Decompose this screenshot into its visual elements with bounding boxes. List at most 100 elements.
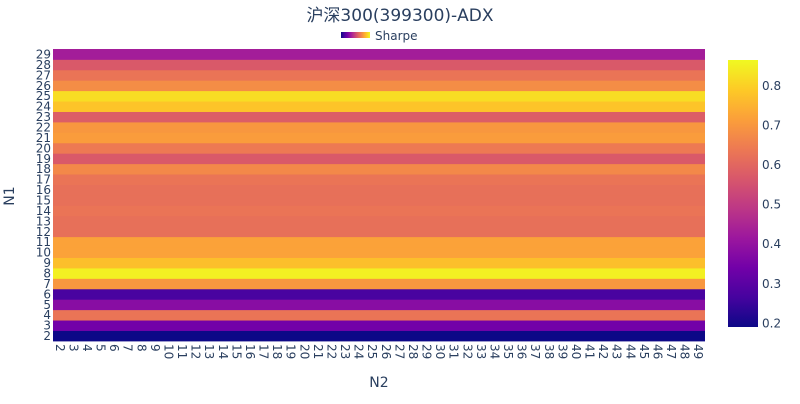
x-tick-label: 8 xyxy=(134,344,148,352)
y-tick-label: 28 xyxy=(36,58,51,72)
chart-title: 沪深300(399300)-ADX xyxy=(306,6,493,26)
x-tick-label: 13 xyxy=(202,344,216,359)
colorbar-tick-label: 0.6 xyxy=(762,158,781,172)
heatmap-row-22 xyxy=(53,122,705,133)
y-tick-label: 22 xyxy=(36,121,51,135)
heatmap-row-10 xyxy=(53,247,705,258)
x-tick-label: 19 xyxy=(284,344,298,359)
heatmap-row-9 xyxy=(53,257,705,269)
heatmap-row-11 xyxy=(53,236,705,248)
heatmap-row-13 xyxy=(53,215,705,227)
x-tick-label: 37 xyxy=(528,344,542,359)
legend-label: Sharpe xyxy=(375,29,418,43)
x-tick-label: 26 xyxy=(379,344,393,359)
x-tick-label: 20 xyxy=(297,344,311,359)
heatmap-row-8 xyxy=(53,268,705,279)
y-tick-label: 8 xyxy=(43,267,51,281)
x-tick-label: 6 xyxy=(107,344,121,352)
y-tick-label: 5 xyxy=(43,298,51,312)
heatmap-row-12 xyxy=(53,226,705,238)
y-tick-label: 23 xyxy=(36,110,51,124)
x-tick-label: 40 xyxy=(569,344,583,359)
x-tick-label: 43 xyxy=(610,344,624,359)
y-tick-label: 19 xyxy=(36,152,51,166)
x-axis-label: N2 xyxy=(369,375,388,391)
heatmap-row-17 xyxy=(53,174,705,185)
y-tick-label: 13 xyxy=(36,214,51,228)
y-tick-label: 27 xyxy=(36,68,51,82)
heatmap-row-5 xyxy=(53,299,705,311)
x-tick-label: 42 xyxy=(596,344,610,359)
x-tick-label: 34 xyxy=(488,344,502,359)
heatmap-row-18 xyxy=(53,163,705,175)
x-tick-label: 4 xyxy=(80,344,94,352)
x-tick-label: 23 xyxy=(338,344,352,359)
x-tick-label: 49 xyxy=(691,344,705,359)
heatmap-row-23 xyxy=(53,111,705,123)
heatmap-row-14 xyxy=(53,205,705,217)
y-tick-label: 6 xyxy=(43,287,51,301)
x-tick-label: 31 xyxy=(447,344,461,359)
colorbar-tick-label: 0.5 xyxy=(762,198,781,212)
x-tick-label: 17 xyxy=(257,344,271,359)
y-tick-label: 24 xyxy=(36,100,51,114)
x-tick-label: 41 xyxy=(583,344,597,359)
colorbar-tick-label: 0.7 xyxy=(762,119,781,133)
colorbar: 0.2 0.3 0.4 0.5 0.6 0.7 0.8 xyxy=(728,60,781,330)
x-tick-label: 36 xyxy=(515,344,529,359)
heatmap-row-27 xyxy=(53,69,705,81)
colorbar-tick-label: 0.4 xyxy=(762,237,781,251)
y-tick-label: 20 xyxy=(36,141,51,155)
heatmap-row-29 xyxy=(53,49,705,60)
x-tick-label: 21 xyxy=(311,344,325,359)
heatmap-row-3 xyxy=(53,320,705,331)
heatmap-row-16 xyxy=(53,184,705,196)
colorbar-gradient xyxy=(728,60,758,327)
heatmap-row-19 xyxy=(53,153,705,165)
y-tick-label: 21 xyxy=(36,131,51,145)
y-tick-label: 9 xyxy=(43,256,51,270)
x-tick-label: 10 xyxy=(162,344,176,359)
x-tick-label: 9 xyxy=(148,344,162,352)
x-tick-label: 27 xyxy=(392,344,406,359)
x-tick-label: 14 xyxy=(216,344,230,359)
heatmap-row-15 xyxy=(53,195,705,206)
x-tick-label: 45 xyxy=(637,344,651,359)
legend-swatch xyxy=(341,32,370,38)
y-tick-label: 2 xyxy=(43,329,51,343)
x-tick-label: 29 xyxy=(420,344,434,359)
heatmap-cells xyxy=(53,49,705,342)
y-tick-label: 4 xyxy=(43,308,51,322)
x-tick-label: 22 xyxy=(325,344,339,359)
x-axis-ticks: 2 3 4 5 6 7 8 9 10 11 12 13 14 15 16 17 18 19 20 21 22 23 24 25… xyxy=(53,344,705,359)
heatmap-row-4 xyxy=(53,309,705,321)
x-tick-label: 16 xyxy=(243,344,257,359)
heatmap-row-20 xyxy=(53,142,705,154)
legend[interactable]: Sharpe xyxy=(341,29,418,43)
y-tick-label: 15 xyxy=(36,194,51,208)
x-tick-label: 7 xyxy=(121,344,135,352)
heatmap-row-6 xyxy=(53,288,705,300)
x-tick-label: 32 xyxy=(460,344,474,359)
x-tick-label: 47 xyxy=(664,344,678,359)
x-tick-label: 35 xyxy=(501,344,515,359)
x-tick-label: 46 xyxy=(651,344,665,359)
colorbar-tick-label: 0.3 xyxy=(762,277,781,291)
x-tick-label: 25 xyxy=(365,344,379,359)
heatmap-row-2 xyxy=(53,330,705,342)
x-tick-label: 18 xyxy=(270,344,284,359)
heatmap-row-25 xyxy=(53,90,705,102)
y-tick-label: 26 xyxy=(36,79,51,93)
y-tick-label: 14 xyxy=(36,204,51,218)
x-tick-label: 39 xyxy=(555,344,569,359)
x-tick-label: 44 xyxy=(623,344,637,359)
y-tick-label: 17 xyxy=(36,173,51,187)
y-tick-label: 7 xyxy=(43,277,51,291)
colorbar-tick-label: 0.8 xyxy=(762,79,781,93)
y-tick-label: 11 xyxy=(36,235,51,249)
colorbar-tick-label: 0.2 xyxy=(762,316,781,330)
x-tick-label: 3 xyxy=(66,344,80,352)
x-tick-label: 24 xyxy=(352,344,366,359)
